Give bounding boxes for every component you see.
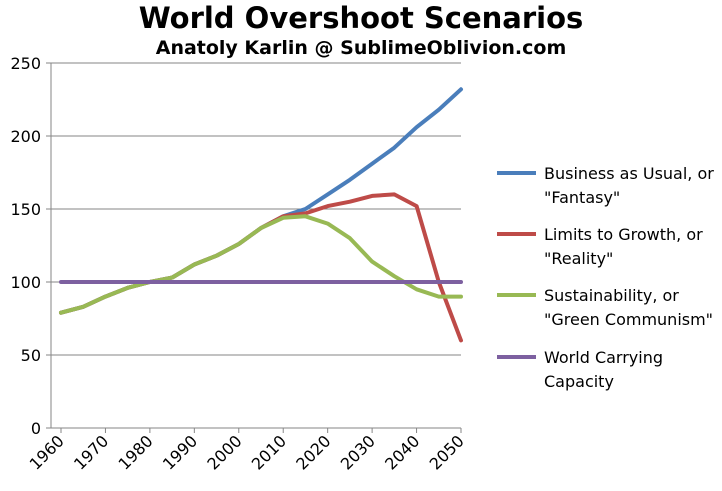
y-tick-label: 200 xyxy=(10,127,41,146)
x-tick-label: 2020 xyxy=(292,431,334,473)
legend-label: "Green Communism" xyxy=(544,310,713,329)
legend-label: World Carrying xyxy=(544,348,663,367)
y-tick-label: 100 xyxy=(10,273,41,292)
y-tick-label: 250 xyxy=(10,54,41,73)
chart-title: World Overshoot Scenarios xyxy=(138,1,584,35)
axes xyxy=(46,62,462,433)
y-tick-label: 150 xyxy=(10,200,41,219)
x-tick-labels: 1960 1970 1980 1990 2000 2010 2020 2030 2040 2050 xyxy=(26,431,468,473)
legend-entry-0: Business as Usual, or "Fantasy" xyxy=(497,164,714,207)
legend-label: Business as Usual, or xyxy=(544,164,714,183)
legend: Business as Usual, or "Fantasy" Limits to … xyxy=(497,164,714,391)
y-tick-label: 50 xyxy=(21,346,41,365)
legend-entry-1: Limits to Growth, or "Reality" xyxy=(497,225,703,268)
series-lines xyxy=(59,87,463,343)
y-tick-label: 0 xyxy=(31,419,41,438)
legend-label: "Fantasy" xyxy=(544,188,620,207)
x-tick-label: 2040 xyxy=(381,431,423,473)
chart-subtitle: Anatoly Karlin @ SublimeOblivion.com xyxy=(155,37,567,59)
legend-label: Capacity xyxy=(544,372,614,391)
x-tick-label: 2050 xyxy=(426,431,468,473)
x-tick-label: 2000 xyxy=(203,431,245,473)
x-tick-label: 1990 xyxy=(159,431,201,473)
series-line-2 xyxy=(59,214,463,315)
legend-label: Sustainability, or xyxy=(544,286,679,305)
series-line-1 xyxy=(59,192,463,343)
legend-entry-2: Sustainability, or "Green Communism" xyxy=(497,286,713,329)
x-tick-label: 2010 xyxy=(248,431,290,473)
x-tick-label: 2030 xyxy=(337,431,379,473)
y-tick-labels: 0 50 100 150 200 250 xyxy=(10,54,41,438)
legend-label: Limits to Growth, or xyxy=(544,225,703,244)
legend-label: "Reality" xyxy=(544,249,613,268)
legend-entry-3: World Carrying Capacity xyxy=(497,348,663,391)
x-tick-label: 1970 xyxy=(70,431,112,473)
grid-lines xyxy=(51,62,461,356)
x-tick-label: 1980 xyxy=(114,431,156,473)
